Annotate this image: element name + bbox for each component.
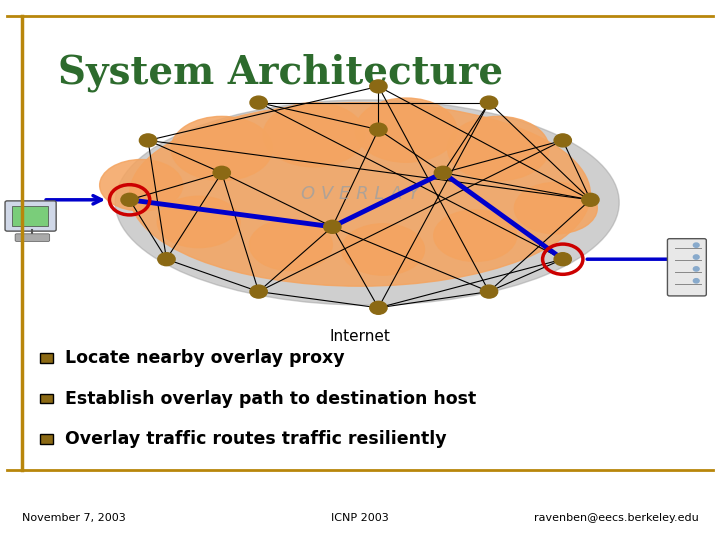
Ellipse shape [433, 210, 517, 261]
FancyBboxPatch shape [667, 239, 706, 296]
Text: November 7, 2003: November 7, 2003 [22, 514, 125, 523]
Text: ICNP 2003: ICNP 2003 [331, 514, 389, 523]
Circle shape [370, 80, 387, 93]
Circle shape [158, 253, 175, 266]
Text: Establish overlay path to destination host: Establish overlay path to destination ho… [65, 389, 476, 408]
Circle shape [370, 301, 387, 314]
Ellipse shape [157, 196, 240, 248]
FancyBboxPatch shape [40, 353, 53, 363]
Text: System Architecture: System Architecture [58, 54, 503, 92]
FancyBboxPatch shape [40, 394, 53, 403]
Circle shape [554, 134, 572, 147]
Ellipse shape [448, 116, 549, 180]
Text: Internet: Internet [330, 329, 390, 345]
Circle shape [480, 96, 498, 109]
Circle shape [693, 243, 699, 247]
Ellipse shape [249, 219, 333, 271]
Ellipse shape [356, 98, 456, 162]
Ellipse shape [99, 159, 183, 211]
Circle shape [370, 123, 387, 136]
Ellipse shape [130, 103, 590, 286]
Circle shape [324, 220, 341, 233]
FancyBboxPatch shape [12, 206, 48, 226]
Circle shape [121, 193, 138, 206]
Ellipse shape [115, 100, 619, 305]
Ellipse shape [264, 103, 364, 167]
Circle shape [693, 267, 699, 271]
Text: O V E R L A Y: O V E R L A Y [301, 185, 419, 204]
Circle shape [250, 96, 267, 109]
Text: Overlay traffic routes traffic resiliently: Overlay traffic routes traffic resilient… [65, 430, 446, 448]
Ellipse shape [341, 224, 425, 275]
Text: ravenben@eecs.berkeley.edu: ravenben@eecs.berkeley.edu [534, 514, 698, 523]
Circle shape [480, 285, 498, 298]
Circle shape [582, 193, 599, 206]
FancyBboxPatch shape [15, 234, 50, 241]
FancyBboxPatch shape [40, 434, 53, 444]
Text: Locate nearby overlay proxy: Locate nearby overlay proxy [65, 349, 344, 367]
Ellipse shape [514, 183, 598, 234]
Circle shape [693, 279, 699, 283]
Circle shape [250, 285, 267, 298]
FancyBboxPatch shape [5, 201, 56, 231]
Ellipse shape [171, 116, 272, 180]
Circle shape [140, 134, 157, 147]
Circle shape [554, 253, 572, 266]
Circle shape [434, 166, 451, 179]
Circle shape [213, 166, 230, 179]
Circle shape [693, 255, 699, 259]
